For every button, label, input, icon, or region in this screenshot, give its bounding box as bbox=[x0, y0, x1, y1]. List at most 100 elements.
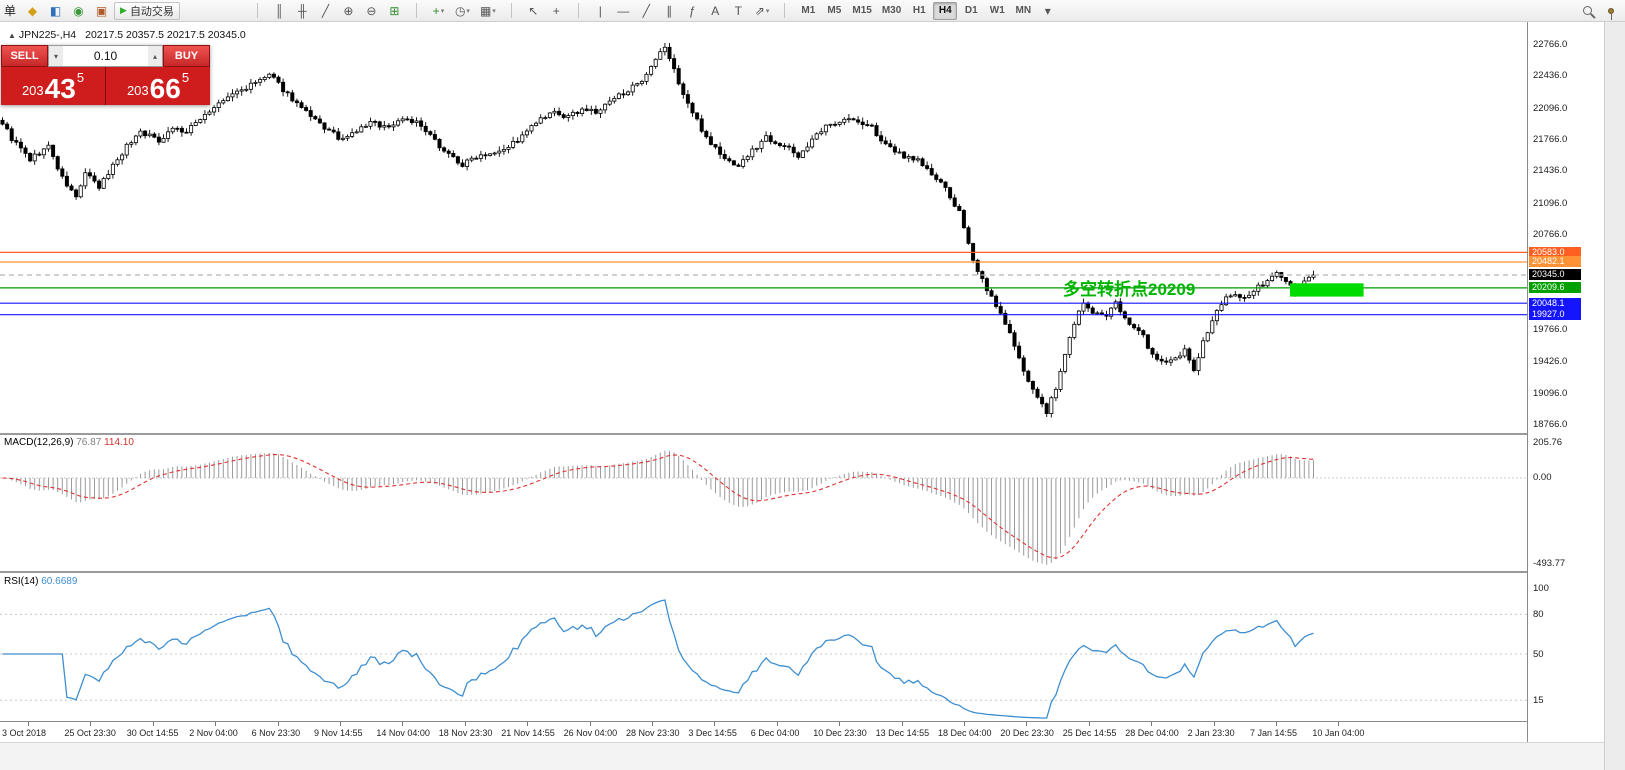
macd-plot[interactable] bbox=[0, 435, 1527, 571]
candle-body bbox=[359, 126, 364, 133]
fibonacci-icon[interactable]: ƒ bbox=[688, 3, 696, 18]
panel-separator[interactable] bbox=[0, 571, 1625, 573]
candle-body bbox=[676, 68, 681, 85]
price-axis-label: 18766.0 bbox=[1533, 419, 1568, 430]
price-axis[interactable]: 22766.0 22436.0 22096.0 21766.0 21436.0 21096… bbox=[1528, 22, 1604, 742]
equidistant-channel-icon[interactable]: ∥ bbox=[666, 3, 673, 18]
cursor-icon[interactable]: ↖ bbox=[528, 3, 539, 18]
candle-body bbox=[1187, 348, 1192, 361]
candle-body bbox=[1306, 276, 1311, 282]
trendline-icon[interactable]: ╱ bbox=[642, 3, 650, 18]
label-icon[interactable]: T bbox=[734, 3, 742, 18]
candle-body bbox=[1012, 332, 1017, 347]
bar-chart-icon[interactable]: ║ bbox=[275, 3, 284, 18]
candle-body bbox=[538, 117, 543, 124]
tile-windows-icon[interactable]: ⊞ bbox=[389, 3, 400, 18]
timeframe-d1-button[interactable]: D1 bbox=[964, 5, 978, 16]
candle-body bbox=[653, 58, 658, 67]
buy-price-sup: 5 bbox=[181, 70, 190, 85]
order-menu-item[interactable]: 单 bbox=[4, 4, 17, 18]
new-chart-icon[interactable]: + ▾ bbox=[432, 3, 445, 18]
candle-body bbox=[455, 156, 460, 164]
vertical-line-icon[interactable]: | bbox=[598, 3, 602, 18]
autotrading-button[interactable]: ▶ 自动交易 bbox=[114, 1, 180, 20]
candle-body bbox=[639, 81, 644, 84]
candle-body bbox=[64, 175, 69, 187]
timeframe-h4-button[interactable]: H4 bbox=[933, 1, 958, 20]
sell-button[interactable]: SELL bbox=[1, 45, 48, 67]
zoom-out-icon[interactable]: ⊖ bbox=[366, 3, 377, 18]
timeframe-w1-button[interactable]: W1 bbox=[989, 5, 1005, 16]
candlestick-chart-icon[interactable]: ╫ bbox=[298, 3, 307, 18]
candle-body bbox=[354, 131, 359, 134]
candle-body bbox=[221, 100, 226, 104]
candle-body bbox=[865, 124, 870, 126]
candle-body bbox=[506, 147, 511, 150]
timeframe-m1-button[interactable]: M1 bbox=[801, 5, 816, 16]
toolbar-overflow-caret[interactable]: ▾ bbox=[1044, 3, 1051, 18]
volume-increase-caret[interactable]: ▴ bbox=[148, 46, 162, 66]
candle-body bbox=[658, 51, 663, 60]
sell-price-display[interactable]: 203 43 5 bbox=[1, 67, 105, 105]
candle-body bbox=[607, 100, 612, 105]
time-axis[interactable]: 3 Oct 2018 25 Oct 23:30 30 Oct 14:55 2 Nov … bbox=[0, 721, 1625, 742]
horizontal-line-icon[interactable]: — bbox=[617, 3, 630, 18]
crosshair-icon[interactable]: + bbox=[552, 3, 560, 18]
macd-axis-label: 205.76 bbox=[1533, 437, 1563, 448]
period-icon[interactable]: ◷ ▾ bbox=[454, 3, 470, 18]
candle-body bbox=[630, 84, 635, 93]
candle-body bbox=[547, 112, 552, 118]
terminal-icon[interactable]: ▣ bbox=[95, 3, 108, 18]
main-toolbar: 单 ◆ ◧ ◉ ▣ ▶ 自动交易 ║ ╫ ╱ ⊕ ⊖ ⊞ + ▾ ◷ ▾ ▦ ▾ ↖ + | — ╱ ∥ ƒ A T ⇗ ▾ M1 M5 M15… bbox=[0, 0, 1625, 22]
candle-body bbox=[911, 156, 916, 161]
candle-body bbox=[1113, 301, 1118, 309]
candle-body bbox=[718, 146, 723, 155]
timeframe-m5-button[interactable]: M5 bbox=[827, 5, 842, 16]
time-axis-tick bbox=[402, 722, 404, 726]
pin-icon[interactable] bbox=[1600, 2, 1621, 20]
volume-stepper[interactable]: ▾ 0.10 ▴ bbox=[48, 45, 163, 67]
volume-decrease-caret[interactable]: ▾ bbox=[49, 46, 63, 66]
candle-body bbox=[327, 128, 332, 131]
navigator-icon[interactable]: ◉ bbox=[73, 3, 84, 18]
timeframe-m30-button[interactable]: M30 bbox=[881, 5, 902, 16]
candle-body bbox=[934, 174, 939, 180]
candle-body bbox=[814, 133, 819, 140]
buy-button[interactable]: BUY bbox=[163, 45, 210, 67]
panel-separator[interactable] bbox=[0, 433, 1625, 435]
time-axis-tick bbox=[1338, 722, 1340, 726]
arrows-icon[interactable]: ⇗ ▾ bbox=[754, 3, 770, 18]
market-watch-icon[interactable]: ◧ bbox=[49, 3, 62, 18]
chart-ohlc-values: 20217.5 20357.5 20217.5 20345.0 bbox=[85, 29, 246, 41]
candle-body bbox=[883, 140, 888, 145]
candle-body bbox=[902, 151, 907, 159]
volume-value[interactable]: 0.10 bbox=[93, 49, 118, 63]
timeframe-mn-button[interactable]: MN bbox=[1015, 5, 1032, 16]
line-chart-icon[interactable]: ╱ bbox=[321, 3, 330, 18]
timeframe-h1-button[interactable]: H1 bbox=[912, 5, 926, 16]
candles-plot[interactable] bbox=[0, 22, 1527, 433]
candle-body bbox=[1260, 284, 1265, 287]
candle-body bbox=[1274, 272, 1279, 277]
rsi-plot[interactable] bbox=[0, 573, 1527, 721]
candle-body bbox=[1242, 296, 1247, 299]
candle-body bbox=[667, 46, 672, 59]
chart-collapse-icon[interactable]: ▲ bbox=[8, 31, 16, 40]
candle-body bbox=[1283, 276, 1288, 282]
candle-body bbox=[1076, 310, 1081, 325]
zoom-in-icon[interactable]: ⊕ bbox=[343, 3, 354, 18]
timeframe-m15-button[interactable]: M15 bbox=[852, 5, 872, 16]
candle-body bbox=[317, 118, 322, 124]
search-icon[interactable] bbox=[1577, 2, 1598, 20]
candle-body bbox=[409, 119, 414, 124]
text-icon[interactable]: A bbox=[711, 3, 720, 18]
candle-body bbox=[704, 130, 709, 138]
templates-icon[interactable]: ▦ ▾ bbox=[479, 3, 496, 18]
candle-body bbox=[382, 125, 387, 128]
candle-body bbox=[207, 111, 212, 115]
dropdown-caret-icon: ▾ bbox=[440, 7, 445, 15]
time-axis-label: 7 Jan 14:55 bbox=[1250, 728, 1298, 738]
buy-price-display[interactable]: 203 66 5 bbox=[105, 67, 210, 105]
new-order-icon[interactable]: ◆ bbox=[27, 3, 38, 18]
candle-body bbox=[773, 141, 778, 144]
